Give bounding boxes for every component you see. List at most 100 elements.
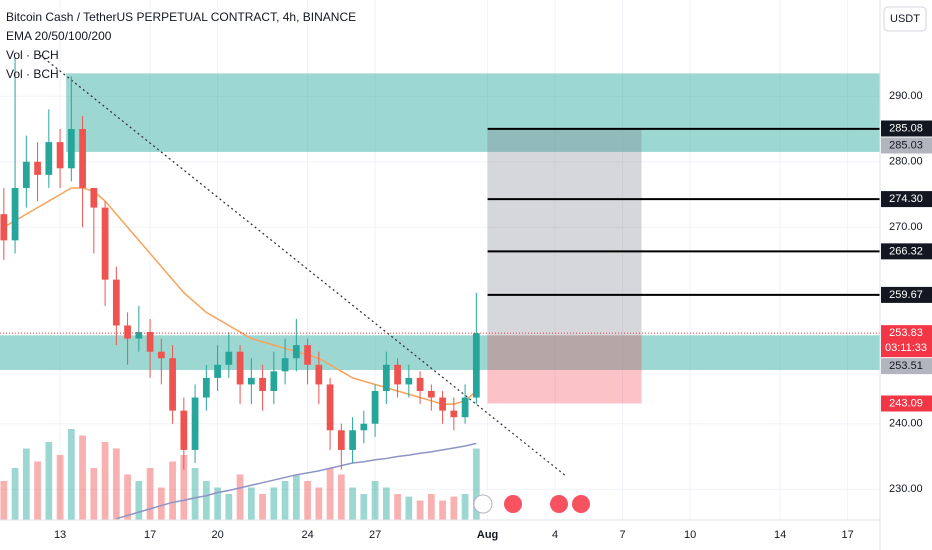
x-tick-label: 7 — [620, 529, 626, 541]
volume-bar — [146, 468, 154, 520]
volume-bar — [45, 442, 53, 520]
y-tick-label: 230.00 — [889, 483, 923, 495]
x-tick-label: 27 — [369, 529, 381, 541]
x-tick-label: 10 — [684, 529, 696, 541]
candle-body — [34, 161, 41, 175]
volume-bar — [236, 474, 244, 520]
price-label-box — [881, 243, 932, 260]
volume-bar — [439, 500, 446, 520]
volume-bar — [270, 487, 278, 520]
loss-area — [487, 335, 642, 404]
currency-button[interactable] — [883, 6, 927, 32]
countdown: 03:11:33 — [885, 342, 927, 354]
x-tick-label: 24 — [301, 529, 313, 541]
candle-body — [349, 430, 356, 450]
price-label-box — [881, 358, 932, 375]
volume-bar — [349, 487, 356, 520]
volume-bar — [214, 487, 221, 520]
volume-bar — [259, 494, 266, 520]
volume-bar — [202, 481, 210, 520]
candle-body — [45, 142, 53, 175]
candle-body — [101, 207, 109, 280]
volume-bar — [56, 455, 64, 520]
candle-body — [135, 332, 143, 339]
candle-body — [22, 161, 30, 188]
x-tick-label: 17 — [841, 529, 853, 541]
candle-body — [439, 397, 446, 411]
x-tick-label: Aug — [477, 529, 498, 541]
zone — [0, 335, 880, 371]
volume-bar — [281, 481, 289, 520]
volume-bar — [416, 500, 424, 520]
candle-body — [360, 423, 368, 431]
chart-title: Bitcoin Cash / TetherUS PERPETUAL CONTRA… — [6, 10, 356, 24]
profit-area — [487, 128, 642, 336]
candle-body — [259, 377, 266, 391]
price-label: 274.30 — [889, 193, 923, 205]
candle-body — [169, 358, 176, 411]
candle-body — [371, 390, 379, 424]
candle-body — [472, 333, 480, 398]
volume-bar — [135, 481, 143, 520]
candle-body — [281, 358, 289, 372]
volume-bar — [405, 496, 413, 520]
y-tick-label: 270.00 — [889, 221, 923, 233]
plot — [0, 0, 881, 520]
candle-body — [225, 351, 233, 365]
x-tick-label: 14 — [774, 529, 786, 541]
indicator: EMA 20/50/100/200 — [6, 29, 112, 43]
event-icons — [473, 494, 590, 514]
price-label: 285.08 — [889, 122, 923, 134]
price-label: 243.09 — [889, 397, 923, 409]
candle-body — [112, 279, 120, 326]
ema-line — [116, 442, 477, 520]
x-tick-label: 4 — [552, 529, 558, 541]
price-label: 285.03 — [889, 139, 923, 151]
candle-body — [90, 187, 98, 208]
x-tick-label: 17 — [144, 529, 156, 541]
volume-bar — [90, 468, 98, 520]
volume-bar — [169, 461, 176, 520]
price-label: 253.51 — [889, 360, 923, 372]
price-label-box — [881, 191, 932, 208]
volume-bar — [292, 474, 300, 520]
volume-bar — [225, 494, 233, 520]
volume-bar — [304, 481, 311, 520]
volume-bar — [11, 468, 19, 520]
candle-body — [180, 410, 188, 450]
volume-bar — [427, 494, 435, 520]
candle-body — [247, 377, 255, 385]
volume-bar — [326, 468, 334, 520]
volume-bar — [337, 474, 345, 520]
y-tick-label: 240.00 — [889, 418, 923, 430]
volume-bar — [0, 481, 8, 520]
x-tick-label: 13 — [54, 529, 66, 541]
y-tick-label: 280.00 — [889, 156, 923, 168]
candle-body — [416, 377, 424, 391]
candle-body — [394, 364, 401, 385]
currency[interactable]: USDT — [890, 13, 920, 25]
price-label-box — [881, 395, 932, 412]
candle-body — [79, 129, 86, 188]
candle-body — [56, 142, 64, 169]
candle-body — [124, 325, 131, 339]
volume-bar — [22, 448, 30, 520]
candle-body — [191, 397, 199, 450]
volume-bar — [315, 487, 323, 520]
price-label: 266.32 — [889, 245, 923, 257]
price-label-box — [881, 120, 932, 137]
candle-body — [157, 351, 165, 359]
candle-body — [11, 187, 19, 241]
candle-body — [427, 390, 435, 398]
volume-bar — [34, 461, 41, 520]
volume-bar — [247, 487, 255, 520]
candle-body — [214, 364, 221, 378]
candle-body — [67, 129, 75, 169]
price-label-box — [881, 137, 932, 154]
volume-bar — [382, 487, 390, 520]
volume-bar — [180, 455, 188, 520]
candle-body — [292, 345, 300, 359]
candle-body — [461, 397, 469, 418]
candle-body — [270, 371, 278, 391]
